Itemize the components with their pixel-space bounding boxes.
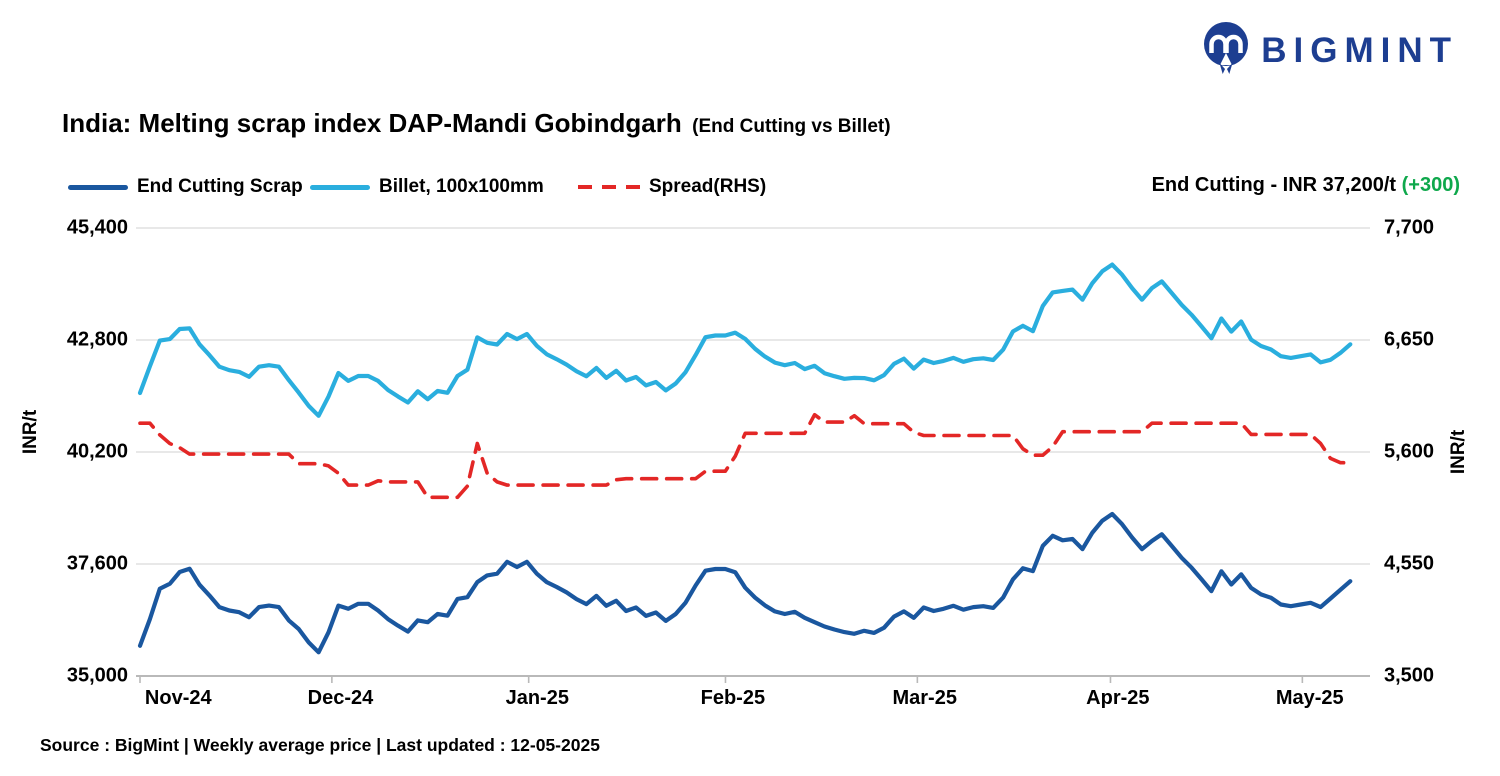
x-axis-label: Dec-24	[308, 687, 374, 709]
price-change-badge: (+300)	[1401, 174, 1460, 196]
current-price-annotation: End Cutting - INR 37,200/t (+300)	[1152, 174, 1460, 197]
x-axis-label: Jan-25	[506, 687, 569, 709]
series-line-end-cutting-scrap	[137, 511, 1353, 655]
chart-title-suffix: (End Cutting vs Billet)	[692, 116, 891, 137]
bigmint-logo-icon	[1201, 20, 1251, 81]
legend-item-billet: Billet, 100x100mm	[310, 176, 544, 198]
x-axis-label: Nov-24	[145, 687, 213, 709]
x-axis-label: Apr-25	[1086, 687, 1149, 709]
bigmint-logo-text: BIGMINT	[1261, 30, 1458, 70]
chart-title-main: India: Melting scrap index DAP-Mandi Gob…	[62, 108, 682, 138]
legend-label-billet: Billet, 100x100mm	[379, 176, 544, 197]
right-axis-tick-label: 7,700	[1384, 216, 1434, 238]
left-axis-tick-label: 42,800	[67, 328, 128, 350]
legend-item-end-cutting: End Cutting Scrap	[68, 176, 303, 198]
x-axis-label: Feb-25	[701, 687, 765, 709]
right-axis-tick-label: 4,550	[1384, 552, 1434, 574]
source-note: Source : BigMint | Weekly average price …	[40, 735, 600, 755]
left-axis-tick-label: 40,200	[67, 440, 128, 462]
bigmint-logo: BIGMINT	[1201, 20, 1458, 81]
legend-label-end-cutting: End Cutting Scrap	[137, 176, 303, 197]
left-axis-title: INR/t	[20, 409, 41, 454]
left-axis-tick-label: 35,000	[67, 664, 128, 686]
chart-title: India: Melting scrap index DAP-Mandi Gob…	[62, 108, 891, 139]
x-axis-label: May-25	[1276, 687, 1344, 709]
left-axis-tick-label: 45,400	[67, 216, 128, 238]
current-price-text: End Cutting - INR 37,200/t	[1151, 174, 1397, 196]
legend-swatch-spread	[578, 185, 640, 189]
legend-item-spread: Spread(RHS)	[578, 176, 766, 198]
legend-swatch-end-cutting	[68, 184, 128, 190]
x-axis-label: Mar-25	[892, 687, 956, 709]
legend-label-spread: Spread(RHS)	[649, 176, 767, 197]
series-line-spread-rhs-	[138, 412, 1353, 500]
legend-swatch-billet	[310, 184, 370, 190]
series-line-billet-100x100mm	[137, 262, 1353, 418]
right-axis-title: INR/t	[1448, 429, 1469, 474]
right-axis-tick-label: 3,500	[1384, 664, 1434, 686]
right-axis-tick-label: 6,650	[1384, 328, 1434, 350]
right-axis-tick-label: 5,600	[1384, 440, 1434, 462]
left-axis-tick-label: 37,600	[67, 552, 128, 574]
